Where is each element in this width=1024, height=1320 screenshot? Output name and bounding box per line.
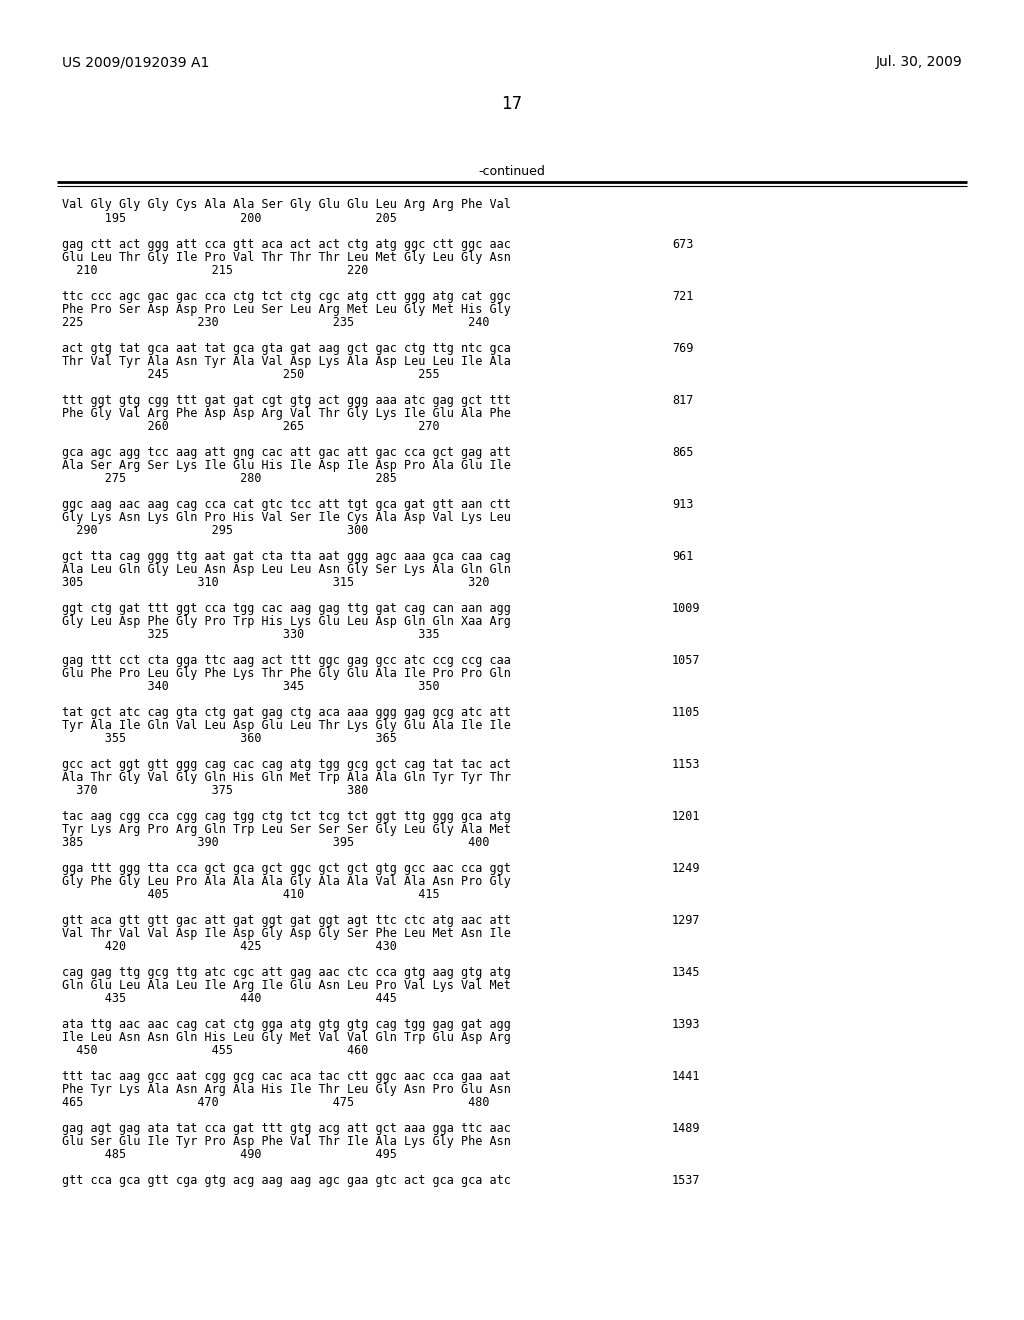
- Text: 420                425                430: 420 425 430: [62, 940, 397, 953]
- Text: 225                230                235                240: 225 230 235 240: [62, 315, 489, 329]
- Text: 435                440                445: 435 440 445: [62, 993, 397, 1005]
- Text: US 2009/0192039 A1: US 2009/0192039 A1: [62, 55, 209, 69]
- Text: Phe Gly Val Arg Phe Asp Asp Arg Val Thr Gly Lys Ile Glu Ala Phe: Phe Gly Val Arg Phe Asp Asp Arg Val Thr …: [62, 407, 511, 420]
- Text: 1009: 1009: [672, 602, 700, 615]
- Text: gca agc agg tcc aag att gng cac att gac att gac cca gct gag att: gca agc agg tcc aag att gng cac att gac …: [62, 446, 511, 459]
- Text: Ala Ser Arg Ser Lys Ile Glu His Ile Asp Ile Asp Pro Ala Glu Ile: Ala Ser Arg Ser Lys Ile Glu His Ile Asp …: [62, 459, 511, 473]
- Text: 405                410                415: 405 410 415: [62, 888, 439, 902]
- Text: act gtg tat gca aat tat gca gta gat aag gct gac ctg ttg ntc gca: act gtg tat gca aat tat gca gta gat aag …: [62, 342, 511, 355]
- Text: Ile Leu Asn Asn Gln His Leu Gly Met Val Val Gln Trp Glu Asp Arg: Ile Leu Asn Asn Gln His Leu Gly Met Val …: [62, 1031, 511, 1044]
- Text: ttt tac aag gcc aat cgg gcg cac aca tac ctt ggc aac cca gaa aat: ttt tac aag gcc aat cgg gcg cac aca tac …: [62, 1071, 511, 1082]
- Text: 1249: 1249: [672, 862, 700, 875]
- Text: 865: 865: [672, 446, 693, 459]
- Text: 450                455                460: 450 455 460: [62, 1044, 369, 1057]
- Text: Tyr Ala Ile Gln Val Leu Asp Glu Leu Thr Lys Gly Glu Ala Ile Ile: Tyr Ala Ile Gln Val Leu Asp Glu Leu Thr …: [62, 719, 511, 733]
- Text: Gly Phe Gly Leu Pro Ala Ala Ala Gly Ala Ala Val Ala Asn Pro Gly: Gly Phe Gly Leu Pro Ala Ala Ala Gly Ala …: [62, 875, 511, 888]
- Text: gag ttt cct cta gga ttc aag act ttt ggc gag gcc atc ccg ccg caa: gag ttt cct cta gga ttc aag act ttt ggc …: [62, 653, 511, 667]
- Text: 195                200                205: 195 200 205: [62, 213, 397, 224]
- Text: gga ttt ggg tta cca gct gca gct ggc gct gct gtg gcc aac cca ggt: gga ttt ggg tta cca gct gca gct ggc gct …: [62, 862, 511, 875]
- Text: Gly Lys Asn Lys Gln Pro His Val Ser Ile Cys Ala Asp Val Lys Leu: Gly Lys Asn Lys Gln Pro His Val Ser Ile …: [62, 511, 511, 524]
- Text: 721: 721: [672, 290, 693, 304]
- Text: 1489: 1489: [672, 1122, 700, 1135]
- Text: 325                330                335: 325 330 335: [62, 628, 439, 642]
- Text: 1345: 1345: [672, 966, 700, 979]
- Text: 210                215                220: 210 215 220: [62, 264, 369, 277]
- Text: 961: 961: [672, 550, 693, 564]
- Text: 769: 769: [672, 342, 693, 355]
- Text: 673: 673: [672, 238, 693, 251]
- Text: gag ctt act ggg att cca gtt aca act act ctg atg ggc ctt ggc aac: gag ctt act ggg att cca gtt aca act act …: [62, 238, 511, 251]
- Text: 305                310                315                320: 305 310 315 320: [62, 576, 489, 589]
- Text: ata ttg aac aac cag cat ctg gga atg gtg gtg cag tgg gag gat agg: ata ttg aac aac cag cat ctg gga atg gtg …: [62, 1018, 511, 1031]
- Text: Ala Leu Gln Gly Leu Asn Asp Leu Leu Asn Gly Ser Lys Ala Gln Gln: Ala Leu Gln Gly Leu Asn Asp Leu Leu Asn …: [62, 564, 511, 576]
- Text: 1201: 1201: [672, 810, 700, 822]
- Text: 385                390                395                400: 385 390 395 400: [62, 836, 489, 849]
- Text: gtt cca gca gtt cga gtg acg aag aag agc gaa gtc act gca gca atc: gtt cca gca gtt cga gtg acg aag aag agc …: [62, 1173, 511, 1187]
- Text: 1393: 1393: [672, 1018, 700, 1031]
- Text: 1105: 1105: [672, 706, 700, 719]
- Text: Glu Leu Thr Gly Ile Pro Val Thr Thr Thr Leu Met Gly Leu Gly Asn: Glu Leu Thr Gly Ile Pro Val Thr Thr Thr …: [62, 251, 511, 264]
- Text: Ala Thr Gly Val Gly Gln His Gln Met Trp Ala Ala Gln Tyr Tyr Thr: Ala Thr Gly Val Gly Gln His Gln Met Trp …: [62, 771, 511, 784]
- Text: cag gag ttg gcg ttg atc cgc att gag aac ctc cca gtg aag gtg atg: cag gag ttg gcg ttg atc cgc att gag aac …: [62, 966, 511, 979]
- Text: 1297: 1297: [672, 913, 700, 927]
- Text: ttt ggt gtg cgg ttt gat gat cgt gtg act ggg aaa atc gag gct ttt: ttt ggt gtg cgg ttt gat gat cgt gtg act …: [62, 393, 511, 407]
- Text: 245                250                255: 245 250 255: [62, 368, 439, 381]
- Text: 340                345                350: 340 345 350: [62, 680, 439, 693]
- Text: Jul. 30, 2009: Jul. 30, 2009: [876, 55, 962, 69]
- Text: 355                360                365: 355 360 365: [62, 733, 397, 744]
- Text: 260                265                270: 260 265 270: [62, 420, 439, 433]
- Text: 290                295                300: 290 295 300: [62, 524, 369, 537]
- Text: 465                470                475                480: 465 470 475 480: [62, 1096, 489, 1109]
- Text: ttc ccc agc gac gac cca ctg tct ctg cgc atg ctt ggg atg cat ggc: ttc ccc agc gac gac cca ctg tct ctg cgc …: [62, 290, 511, 304]
- Text: tat gct atc cag gta ctg gat gag ctg aca aaa ggg gag gcg atc att: tat gct atc cag gta ctg gat gag ctg aca …: [62, 706, 511, 719]
- Text: Phe Pro Ser Asp Asp Pro Leu Ser Leu Arg Met Leu Gly Met His Gly: Phe Pro Ser Asp Asp Pro Leu Ser Leu Arg …: [62, 304, 511, 315]
- Text: Tyr Lys Arg Pro Arg Gln Trp Leu Ser Ser Ser Gly Leu Gly Ala Met: Tyr Lys Arg Pro Arg Gln Trp Leu Ser Ser …: [62, 822, 511, 836]
- Text: 817: 817: [672, 393, 693, 407]
- Text: gct tta cag ggg ttg aat gat cta tta aat ggg agc aaa gca caa cag: gct tta cag ggg ttg aat gat cta tta aat …: [62, 550, 511, 564]
- Text: gcc act ggt gtt ggg cag cac cag atg tgg gcg gct cag tat tac act: gcc act ggt gtt ggg cag cac cag atg tgg …: [62, 758, 511, 771]
- Text: gag agt gag ata tat cca gat ttt gtg acg att gct aaa gga ttc aac: gag agt gag ata tat cca gat ttt gtg acg …: [62, 1122, 511, 1135]
- Text: 17: 17: [502, 95, 522, 114]
- Text: 913: 913: [672, 498, 693, 511]
- Text: ggc aag aac aag cag cca cat gtc tcc att tgt gca gat gtt aan ctt: ggc aag aac aag cag cca cat gtc tcc att …: [62, 498, 511, 511]
- Text: ggt ctg gat ttt ggt cca tgg cac aag gag ttg gat cag can aan agg: ggt ctg gat ttt ggt cca tgg cac aag gag …: [62, 602, 511, 615]
- Text: gtt aca gtt gtt gac att gat ggt gat ggt agt ttc ctc atg aac att: gtt aca gtt gtt gac att gat ggt gat ggt …: [62, 913, 511, 927]
- Text: Gly Leu Asp Phe Gly Pro Trp His Lys Glu Leu Asp Gln Gln Xaa Arg: Gly Leu Asp Phe Gly Pro Trp His Lys Glu …: [62, 615, 511, 628]
- Text: Glu Ser Glu Ile Tyr Pro Asp Phe Val Thr Ile Ala Lys Gly Phe Asn: Glu Ser Glu Ile Tyr Pro Asp Phe Val Thr …: [62, 1135, 511, 1148]
- Text: 485                490                495: 485 490 495: [62, 1148, 397, 1162]
- Text: -continued: -continued: [478, 165, 546, 178]
- Text: 1057: 1057: [672, 653, 700, 667]
- Text: Val Gly Gly Gly Cys Ala Ala Ser Gly Glu Glu Leu Arg Arg Phe Val: Val Gly Gly Gly Cys Ala Ala Ser Gly Glu …: [62, 198, 511, 211]
- Text: 1537: 1537: [672, 1173, 700, 1187]
- Text: Glu Phe Pro Leu Gly Phe Lys Thr Phe Gly Glu Ala Ile Pro Pro Gln: Glu Phe Pro Leu Gly Phe Lys Thr Phe Gly …: [62, 667, 511, 680]
- Text: tac aag cgg cca cgg cag tgg ctg tct tcg tct ggt ttg ggg gca atg: tac aag cgg cca cgg cag tgg ctg tct tcg …: [62, 810, 511, 822]
- Text: 1441: 1441: [672, 1071, 700, 1082]
- Text: Val Thr Val Val Asp Ile Asp Gly Asp Gly Ser Phe Leu Met Asn Ile: Val Thr Val Val Asp Ile Asp Gly Asp Gly …: [62, 927, 511, 940]
- Text: 1153: 1153: [672, 758, 700, 771]
- Text: 370                375                380: 370 375 380: [62, 784, 369, 797]
- Text: 275                280                285: 275 280 285: [62, 473, 397, 484]
- Text: Thr Val Tyr Ala Asn Tyr Ala Val Asp Lys Ala Asp Leu Leu Ile Ala: Thr Val Tyr Ala Asn Tyr Ala Val Asp Lys …: [62, 355, 511, 368]
- Text: Phe Tyr Lys Ala Asn Arg Ala His Ile Thr Leu Gly Asn Pro Glu Asn: Phe Tyr Lys Ala Asn Arg Ala His Ile Thr …: [62, 1082, 511, 1096]
- Text: Gln Glu Leu Ala Leu Ile Arg Ile Glu Asn Leu Pro Val Lys Val Met: Gln Glu Leu Ala Leu Ile Arg Ile Glu Asn …: [62, 979, 511, 993]
